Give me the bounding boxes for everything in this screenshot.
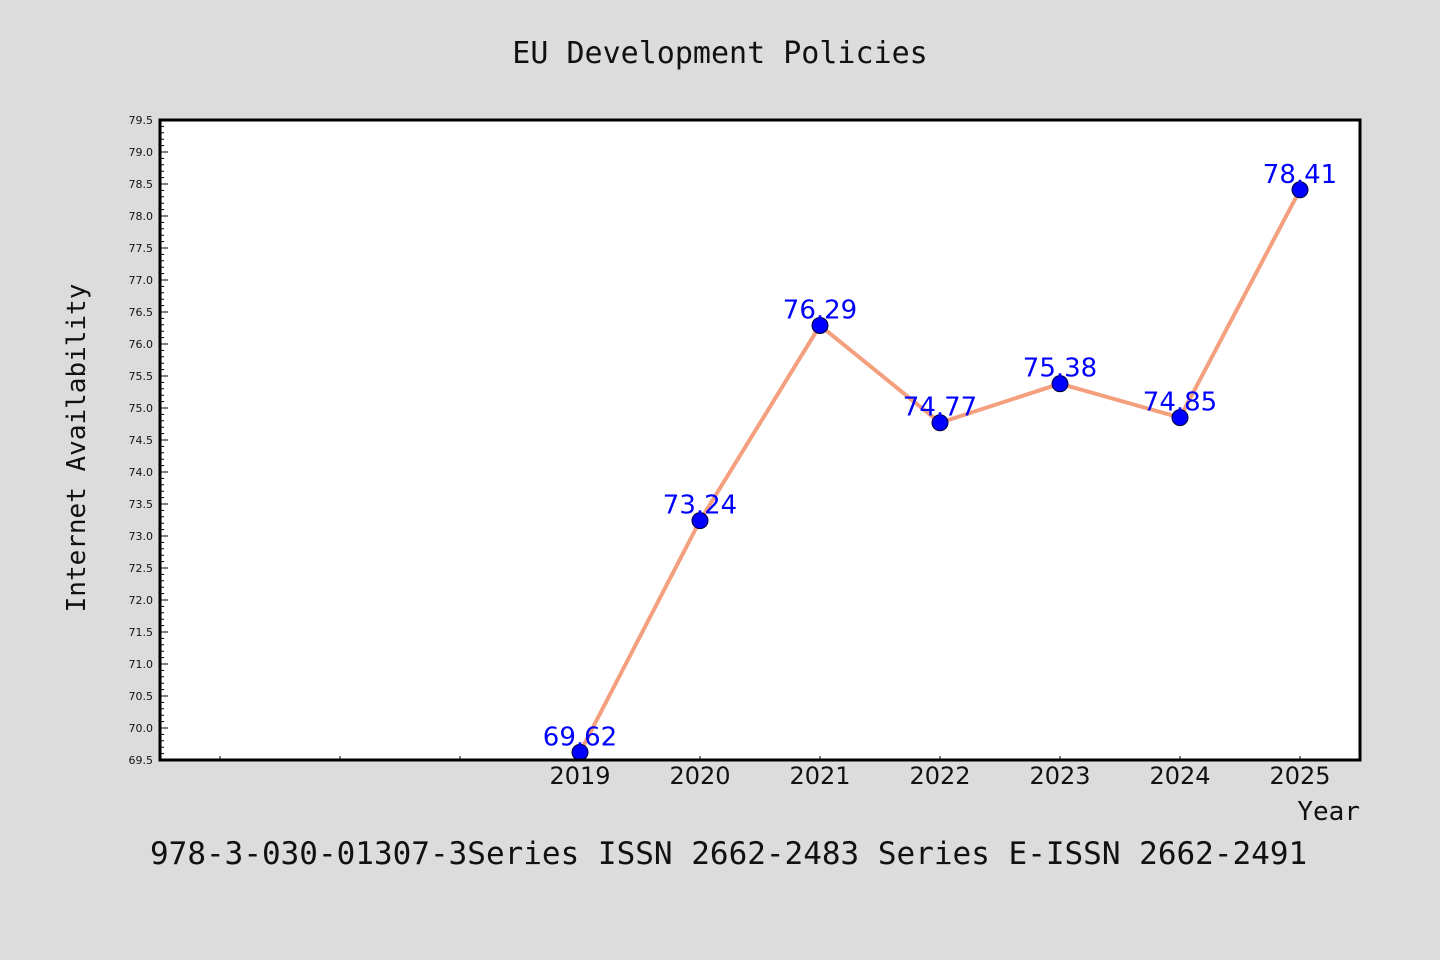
y-tick-label: 75.5: [129, 370, 154, 383]
y-tick-label: 70.5: [129, 690, 154, 703]
x-tick-label: 2019: [549, 762, 610, 790]
x-tick-label: 2024: [1149, 762, 1210, 790]
y-tick-label: 70.0: [129, 722, 154, 735]
y-tick-label: 73.5: [129, 498, 154, 511]
y-tick-label: 77.5: [129, 242, 154, 255]
data-label: 74.85: [1143, 388, 1217, 418]
data-point: [1171, 409, 1189, 427]
x-tick-label: 2023: [1029, 762, 1090, 790]
data-label: 78.41: [1263, 160, 1337, 190]
y-tick-label: 73.0: [129, 530, 154, 543]
data-label: 73.24: [663, 491, 737, 521]
x-tick-label: 2020: [669, 762, 730, 790]
data-label: 74.77: [903, 393, 977, 423]
data-point: [931, 414, 949, 432]
data-point: [811, 316, 829, 334]
plot-frame: [158, 118, 1362, 762]
y-tick-label: 79.5: [129, 114, 154, 127]
y-tick-label: 75.0: [129, 402, 154, 415]
y-tick-label: 78.5: [129, 178, 154, 191]
y-tick-label: 72.5: [129, 562, 154, 575]
x-tick-label: 2021: [789, 762, 850, 790]
x-tick-label: 2025: [1269, 762, 1330, 790]
x-axis-label: Year: [1297, 797, 1360, 827]
x-tick-label: 2022: [909, 762, 970, 790]
y-tick-label: 69.5: [129, 754, 154, 767]
y-tick-label: 76.0: [129, 338, 154, 351]
y-tick-label: 72.0: [129, 594, 154, 607]
y-tick-label: 74.0: [129, 466, 154, 479]
x-axis: 2019 2020 2021 2022 2023 2024 2025: [219, 756, 1331, 790]
chart-title: EU Development Policies: [512, 36, 927, 71]
data-point: [691, 512, 709, 530]
data-label: 75.38: [1023, 354, 1097, 384]
y-tick-label: 71.5: [129, 626, 154, 639]
data-point: [1051, 375, 1069, 393]
series-layer: 69.62 73.24 76.29 74.77 75.38 74.85 78.41: [543, 160, 1337, 761]
data-point: [1291, 181, 1309, 199]
data-label: 69.62: [543, 722, 617, 752]
plot-area: [160, 120, 1360, 760]
y-tick-label: 77.0: [129, 274, 154, 287]
y-tick-label: 76.5: [129, 306, 154, 319]
y-tick-label: 78.0: [129, 210, 154, 223]
y-tick-label: 79.0: [129, 146, 154, 159]
y-tick-label: 71.0: [129, 658, 154, 671]
y-tick-label: 74.5: [129, 434, 154, 447]
y-axis-label: Internet Availability: [62, 284, 92, 613]
data-label: 76.29: [783, 295, 857, 325]
footer-text: 978-3-030-01307-3Series ISSN 2662-2483 S…: [150, 836, 1307, 872]
